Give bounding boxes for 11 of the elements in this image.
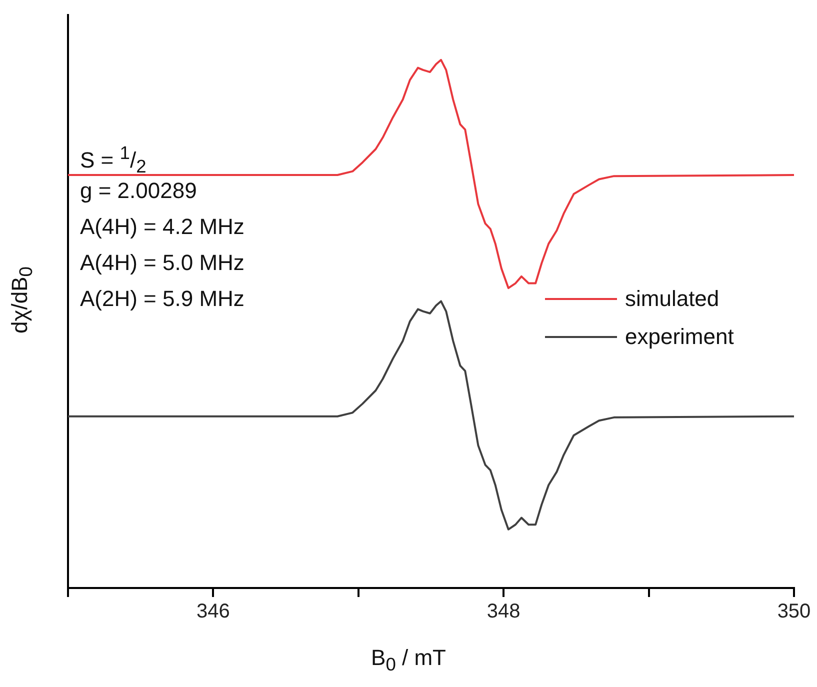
annotation: A(4H) = 4.2 MHz: [80, 214, 244, 240]
annotation: A(4H) = 5.0 MHz: [80, 250, 244, 276]
annotation: S = $^{1}$/$_{2}$: [80, 142, 146, 178]
legend-label: simulated: [625, 286, 720, 312]
annotation: g = 2.00289: [80, 178, 197, 204]
x-tick-label: 348: [486, 600, 520, 623]
x-tick-label: 350: [777, 600, 811, 623]
annotation: A(2H) = 5.9 MHz: [80, 286, 244, 312]
legend-label: experiment: [625, 324, 734, 350]
x-axis-title: B$_{0}$ / mT: [370, 645, 447, 676]
x-tick-label: 346: [196, 600, 230, 623]
